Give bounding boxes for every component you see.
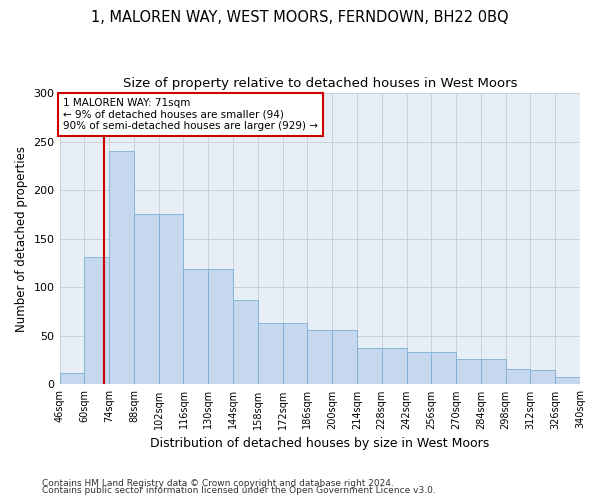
Bar	[506, 369, 530, 384]
Bar	[184, 269, 208, 384]
Bar	[332, 330, 357, 384]
Title: Size of property relative to detached houses in West Moors: Size of property relative to detached ho…	[122, 78, 517, 90]
Bar	[258, 323, 283, 384]
Bar	[307, 330, 332, 384]
Bar	[530, 370, 555, 384]
Text: Contains HM Land Registry data © Crown copyright and database right 2024.: Contains HM Land Registry data © Crown c…	[42, 478, 394, 488]
Bar	[431, 352, 456, 384]
Text: Contains public sector information licensed under the Open Government Licence v3: Contains public sector information licen…	[42, 486, 436, 495]
Text: 1, MALOREN WAY, WEST MOORS, FERNDOWN, BH22 0BQ: 1, MALOREN WAY, WEST MOORS, FERNDOWN, BH…	[91, 10, 509, 25]
Bar	[134, 214, 158, 384]
Y-axis label: Number of detached properties: Number of detached properties	[15, 146, 28, 332]
Bar	[109, 152, 134, 384]
Bar	[382, 348, 407, 384]
Text: 1 MALOREN WAY: 71sqm
← 9% of detached houses are smaller (94)
90% of semi-detach: 1 MALOREN WAY: 71sqm ← 9% of detached ho…	[63, 98, 318, 131]
Bar	[233, 300, 258, 384]
Bar	[208, 269, 233, 384]
Bar	[481, 359, 506, 384]
Bar	[158, 214, 184, 384]
X-axis label: Distribution of detached houses by size in West Moors: Distribution of detached houses by size …	[150, 437, 490, 450]
Bar	[59, 373, 85, 384]
Bar	[283, 323, 307, 384]
Bar	[357, 348, 382, 384]
Bar	[555, 376, 580, 384]
Bar	[85, 257, 109, 384]
Bar	[456, 359, 481, 384]
Bar	[407, 352, 431, 384]
